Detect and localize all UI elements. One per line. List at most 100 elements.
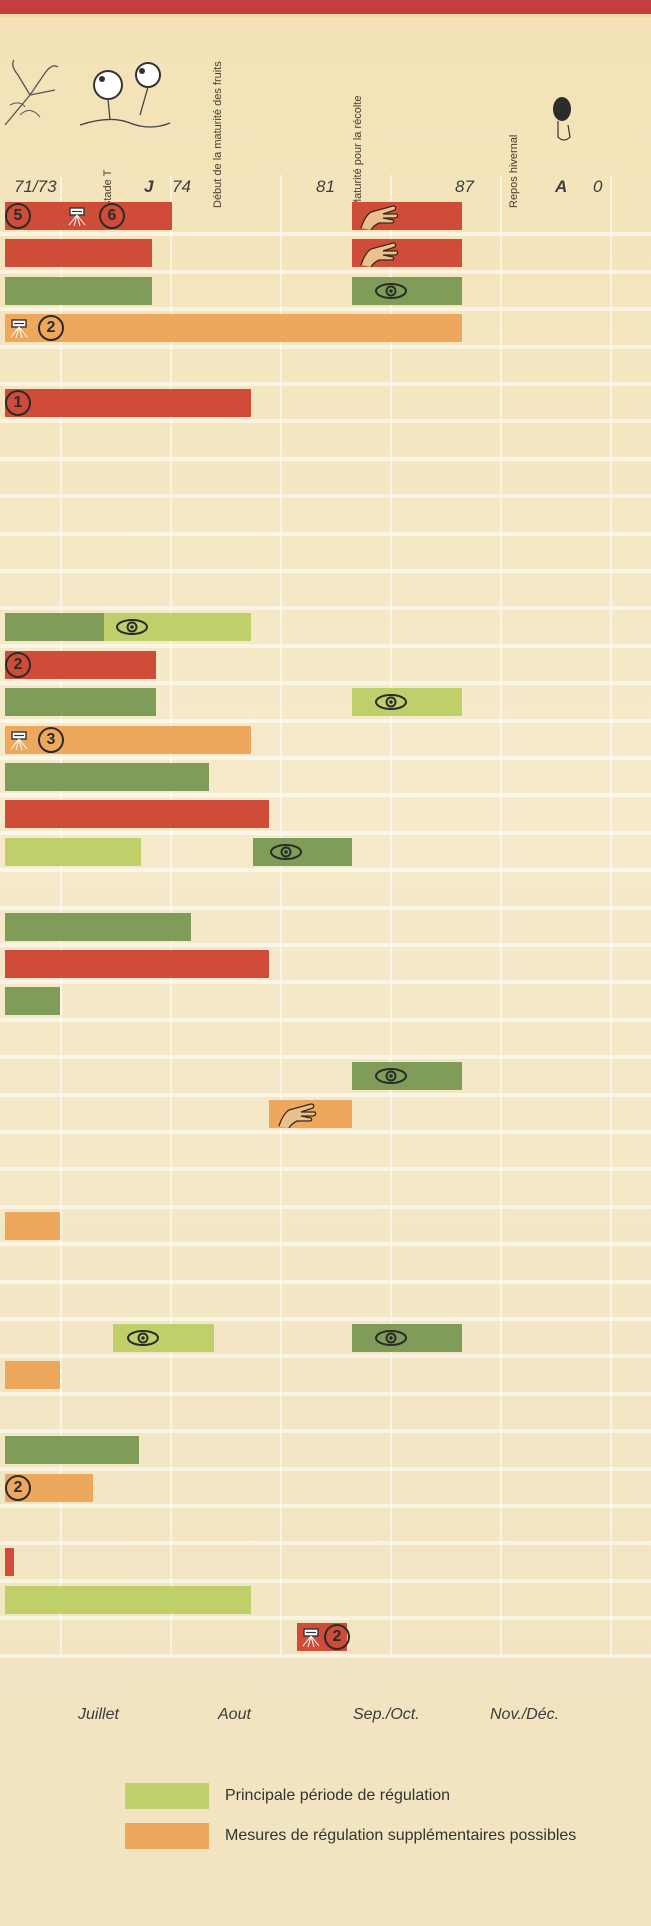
grid-row-line	[0, 532, 651, 536]
grid-row-line	[0, 232, 651, 236]
eye-icon	[116, 619, 148, 635]
bar-segment	[5, 950, 269, 978]
grid-row-line	[0, 831, 651, 835]
hand-icon	[278, 1103, 317, 1129]
grid-column-line	[610, 175, 612, 1655]
grid-column-line	[280, 175, 282, 1655]
eye-icon	[375, 283, 407, 299]
tick-74: 74	[172, 177, 191, 196]
grid-row-line	[0, 793, 651, 797]
grid-row-line	[0, 569, 651, 573]
bud-sketch-icon	[553, 97, 571, 141]
bar-segment	[5, 1586, 251, 1614]
tick-81: 81	[316, 177, 335, 196]
treatment-number-badge: 3	[38, 727, 64, 753]
bar-segment	[113, 1324, 214, 1352]
grid-row-line	[0, 1317, 651, 1321]
grid-column-line	[390, 175, 392, 1655]
bar-segment	[5, 838, 141, 866]
bar-segment	[253, 838, 352, 866]
eye-icon	[127, 1330, 159, 1346]
bar-segment	[5, 800, 269, 828]
top-rule	[0, 0, 651, 14]
stage-label-maturite-recolte: Maturité pour la récolte	[352, 95, 364, 209]
spray-icon	[68, 207, 86, 227]
grid-row-line	[0, 1093, 651, 1097]
top-rule-light	[0, 14, 651, 17]
month-aout: Aout	[218, 1706, 251, 1723]
treatment-number-badge: 6	[99, 203, 125, 229]
bar-segment	[5, 987, 60, 1015]
tick-87: 87	[455, 177, 474, 196]
eye-icon	[375, 694, 407, 710]
legend-swatch-main-period	[125, 1783, 209, 1809]
grid-row-line	[0, 457, 651, 461]
hand-icon	[360, 242, 399, 268]
treatment-number-badge: 2	[5, 1475, 31, 1501]
spray-icon	[10, 319, 28, 339]
grid-row-line	[0, 1429, 651, 1433]
month-juillet: Juillet	[78, 1706, 119, 1723]
month-sep-oct: Sep./Oct.	[353, 1706, 420, 1723]
bar-segment	[5, 1436, 139, 1464]
hand-icon	[360, 205, 399, 231]
bar-segment	[5, 239, 152, 267]
grid-row-line	[0, 307, 651, 311]
plant-sketch-left-icon	[4, 59, 59, 126]
bar-segment	[5, 1212, 60, 1240]
grid-row-line	[0, 382, 651, 386]
tick-a: A	[555, 177, 568, 196]
grid-row-line	[0, 1167, 651, 1171]
eye-icon	[375, 1068, 407, 1084]
bar-segment	[5, 277, 152, 305]
eye-icon	[375, 1330, 407, 1346]
bar-segment	[5, 1361, 60, 1389]
grid-row-line	[0, 345, 651, 349]
grid-row-line	[0, 1205, 651, 1209]
bar-segment	[5, 314, 462, 342]
treatment-number-badge: 1	[5, 390, 31, 416]
grid-row-line	[0, 1654, 651, 1658]
treatment-number-badge: 2	[5, 652, 31, 678]
eye-icon	[270, 844, 302, 860]
bar-segment	[5, 202, 172, 230]
grid-row-line	[0, 1467, 651, 1471]
grid-row-line	[0, 943, 651, 947]
treatment-number-badge: 2	[324, 1624, 350, 1650]
bar-segment	[5, 389, 251, 417]
tick-0: 0	[593, 177, 603, 196]
grid-row-line	[0, 494, 651, 498]
grid-row-line	[0, 1055, 651, 1059]
grid-row-line	[0, 1130, 651, 1134]
stage-label-repos-hivernal: Repos hivernal	[508, 134, 520, 208]
grid-row-line	[0, 906, 651, 910]
grid-row-line	[0, 1541, 651, 1545]
treatment-number-badge: 2	[38, 315, 64, 341]
bar-segment	[5, 688, 156, 716]
grid-row-line	[0, 270, 651, 274]
grid-row-line	[0, 980, 651, 984]
grid-row-line	[0, 1280, 651, 1284]
grid-row-line	[0, 1018, 651, 1022]
legend-label-main-period: Principale période de régulation	[225, 1787, 451, 1804]
grid-row-line	[0, 756, 651, 760]
grid-row-line	[0, 1504, 651, 1508]
grid-row-line	[0, 606, 651, 610]
bar-segment	[5, 613, 104, 641]
month-nov-dec: Nov./Déc.	[490, 1706, 560, 1723]
bar-segment	[5, 1548, 14, 1576]
grid-row-line	[0, 1242, 651, 1246]
tick-71-73: 71/73	[14, 177, 57, 196]
bar-segment	[5, 913, 191, 941]
bar-segment	[5, 763, 209, 791]
stage-label-debut-maturite: Début de la maturité des fruits	[212, 61, 224, 208]
grid-row-line	[0, 868, 651, 872]
grid-row-line	[0, 1579, 651, 1583]
legend-label-additional: Mesures de régulation supplémentaires po…	[225, 1827, 577, 1844]
grid-row-line	[0, 644, 651, 648]
legend-swatch-additional	[125, 1823, 209, 1849]
tick-j: J	[144, 177, 154, 196]
spray-icon	[10, 731, 28, 751]
grid-row-line	[0, 681, 651, 685]
